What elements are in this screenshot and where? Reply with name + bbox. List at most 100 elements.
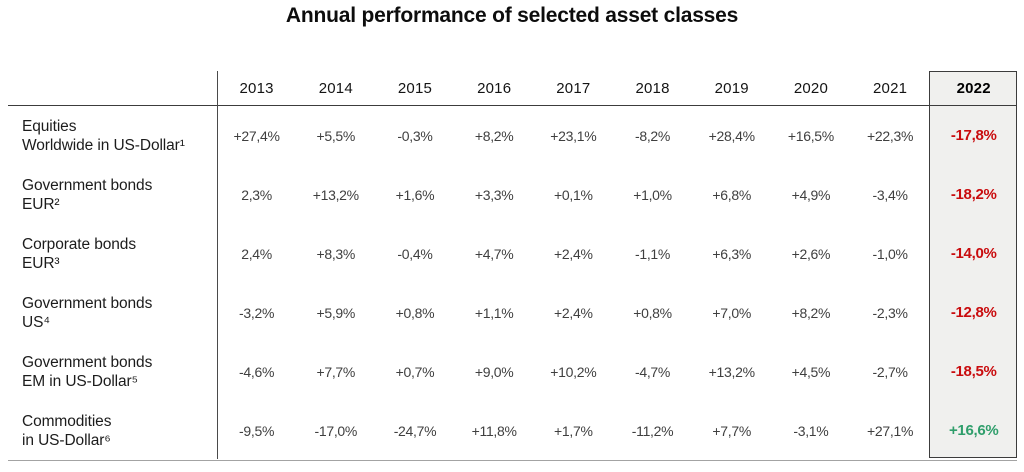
row-label-line1: Government bonds (22, 294, 153, 312)
cell-value: +27,1% (867, 422, 914, 439)
row-label: Corporate bonds EUR³ (8, 235, 217, 273)
cell-value: +27,4% (233, 127, 280, 144)
cell-value: -2,7% (872, 363, 908, 380)
year-header: 2017 (556, 79, 591, 97)
cell-value: +4,7% (474, 245, 514, 262)
cell-value: -24,7% (393, 422, 437, 439)
row-label-line2: EUR³ (22, 254, 60, 272)
cell-value: +5,5% (316, 127, 356, 144)
cell-value: +16,5% (787, 127, 834, 144)
label-column-divider (217, 71, 218, 459)
row-label: Equities Worldwide in US-Dollar¹ (8, 117, 217, 155)
cell-value: -4,7% (634, 363, 671, 380)
row-label-line1: Corporate bonds (22, 235, 136, 253)
cell-value-2022: -12,8% (950, 304, 997, 321)
cell-value: 2,3% (241, 186, 272, 203)
cell-value: +28,4% (708, 127, 755, 144)
year-header: 2020 (793, 79, 828, 97)
table-row: Corporate bonds EUR³ 2,4% +8,3% -0,4% +4… (8, 224, 1017, 283)
row-label-line1: Equities (22, 117, 77, 135)
cell-value: -3,2% (239, 304, 275, 321)
table-row: Government bonds US⁴ -3,2% +5,9% +0,8% +… (8, 283, 1017, 342)
table-row: Commodities in US-Dollar⁶ -9,5% -17,0% -… (8, 401, 1017, 460)
cell-value: -9,5% (239, 422, 275, 439)
row-label-line2: US⁴ (22, 313, 50, 331)
cell-value-2022: -17,8% (950, 127, 997, 144)
cell-value-2022: -14,0% (950, 245, 997, 262)
year-header: 2021 (873, 79, 908, 97)
cell-value: +0,8% (395, 304, 435, 321)
cell-value: +0,8% (633, 304, 672, 321)
cell-value: +2,6% (791, 245, 831, 262)
cell-value: +4,5% (791, 363, 831, 380)
cell-value: -11,2% (631, 422, 674, 439)
cell-value: +8,3% (316, 245, 356, 262)
cell-value: -1,0% (872, 245, 908, 262)
cell-value: +6,8% (712, 186, 752, 203)
row-label: Government bonds US⁴ (8, 294, 217, 332)
cell-value: +7,0% (712, 304, 752, 321)
cell-value: +9,0% (474, 363, 514, 380)
year-header-2022: 2022 (956, 79, 991, 97)
cell-value: 2,4% (241, 245, 272, 262)
row-label: Government bonds EUR² (8, 176, 217, 214)
row-label: Government bonds EM in US-Dollar⁵ (8, 353, 217, 391)
cell-value: +22,3% (867, 127, 914, 144)
table-row: Government bonds EM in US-Dollar⁵ -4,6% … (8, 342, 1017, 401)
cell-value: -3,4% (872, 186, 908, 203)
cell-value: -0,4% (397, 245, 433, 262)
cell-value: +8,2% (791, 304, 831, 321)
table-row: Equities Worldwide in US-Dollar¹ +27,4% … (8, 106, 1017, 165)
cell-value: +5,9% (316, 304, 356, 321)
cell-value: +1,1% (474, 304, 514, 321)
cell-value: -8,2% (634, 127, 671, 144)
highlight-column-2022 (929, 71, 1017, 458)
cell-value: -4,6% (239, 363, 275, 380)
cell-value: +2,4% (554, 304, 593, 321)
table-bottom-rule (8, 460, 1017, 461)
performance-table: 2013 2014 2015 2016 2017 2018 2019 2020 … (8, 71, 1017, 461)
cell-value: -2,3% (872, 304, 908, 321)
table-row: Government bonds EUR² 2,3% +13,2% +1,6% … (8, 165, 1017, 224)
year-header: 2015 (397, 79, 433, 97)
cell-value: -1,1% (634, 245, 671, 262)
row-label-line2: Worldwide in US-Dollar¹ (22, 136, 185, 154)
cell-value-2022: +16,6% (948, 422, 999, 439)
cell-value: -0,3% (397, 127, 433, 144)
cell-value: +1,6% (395, 186, 435, 203)
row-label: Commodities in US-Dollar⁶ (8, 412, 217, 450)
cell-value: +7,7% (316, 363, 356, 380)
row-label-line1: Government bonds (22, 353, 153, 371)
cell-value: -17,0% (314, 422, 358, 439)
cell-value: +13,2% (312, 186, 359, 203)
cell-value: +7,7% (712, 422, 752, 439)
row-label-line2: in US-Dollar⁶ (22, 431, 111, 449)
cell-value-2022: -18,2% (950, 186, 997, 203)
cell-value: +8,2% (474, 127, 514, 144)
year-header: 2018 (635, 79, 670, 97)
cell-value: +0,1% (554, 186, 593, 203)
cell-value: +0,7% (395, 363, 435, 380)
cell-value: +2,4% (554, 245, 593, 262)
cell-value: +11,8% (471, 422, 517, 439)
year-header: 2019 (714, 79, 749, 97)
row-label-line1: Commodities (22, 412, 112, 430)
year-header: 2014 (318, 79, 353, 97)
cell-value: +23,1% (550, 127, 597, 144)
cell-value-2022: -18,5% (950, 363, 997, 380)
cell-value: +1,0% (633, 186, 672, 203)
row-label-line1: Government bonds (22, 176, 153, 194)
cell-value: +4,9% (791, 186, 831, 203)
cell-value: +13,2% (708, 363, 755, 380)
row-label-line2: EM in US-Dollar⁵ (22, 372, 138, 390)
cell-value: +10,2% (550, 363, 597, 380)
year-header: 2013 (239, 79, 274, 97)
table-header-row: 2013 2014 2015 2016 2017 2018 2019 2020 … (8, 71, 1017, 106)
cell-value: +6,3% (712, 245, 752, 262)
row-label-line2: EUR² (22, 195, 60, 213)
cell-value: -3,1% (793, 422, 829, 439)
page-title: Annual performance of selected asset cla… (285, 4, 739, 27)
cell-value: +1,7% (554, 422, 593, 439)
year-header: 2016 (477, 79, 512, 97)
